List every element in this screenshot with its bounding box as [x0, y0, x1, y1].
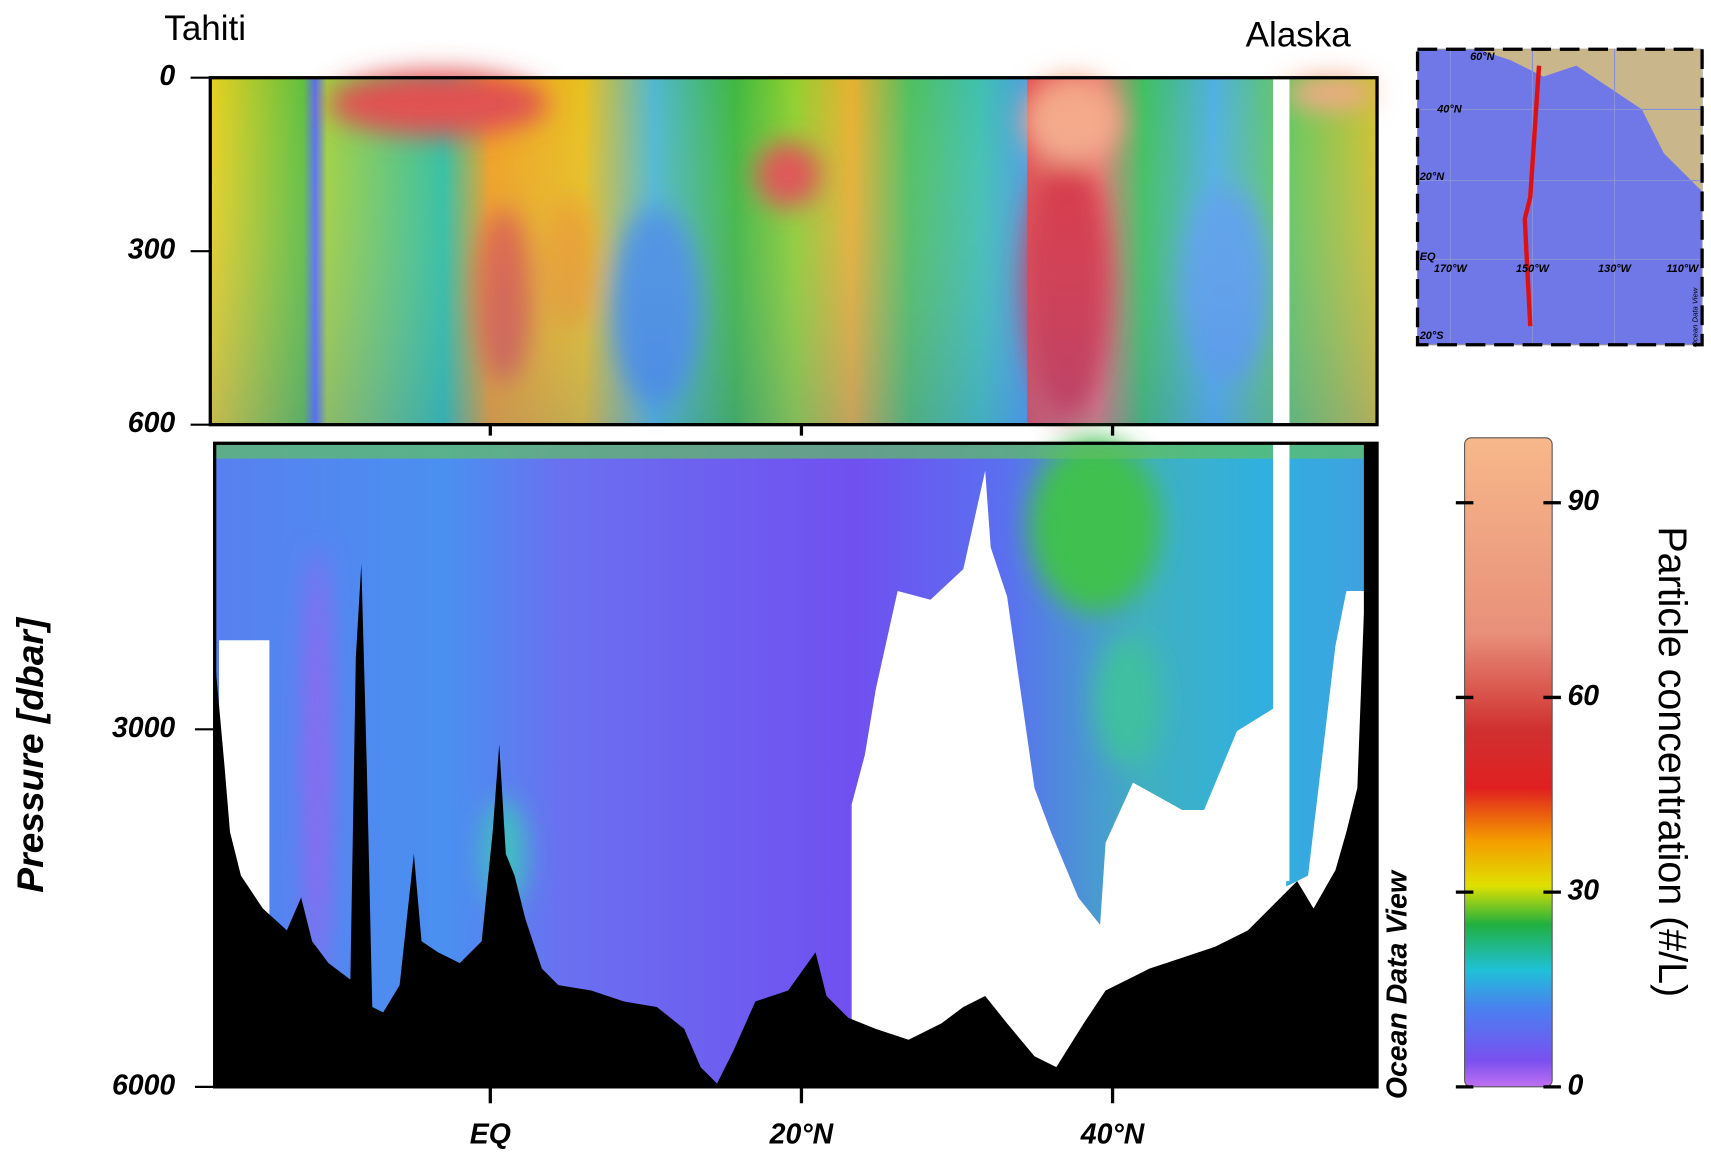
- colorbar: [1464, 437, 1553, 1088]
- right-label: Alaska: [1246, 15, 1352, 54]
- y-tick-label: 6000: [112, 1069, 175, 1101]
- cruise-track: [1522, 65, 1542, 327]
- inset-map: [1415, 47, 1704, 347]
- map-lon-label: 130°W: [1598, 263, 1633, 275]
- y-tick-label: 300: [128, 234, 176, 266]
- colorbar-tick-label: 30: [1567, 875, 1599, 907]
- y-tick-label: 600: [128, 407, 176, 439]
- lower-top: [214, 443, 1378, 459]
- y-tick-label: 3000: [112, 712, 175, 744]
- gap: [1273, 77, 1290, 425]
- x-tick-label: 20°N: [769, 1119, 835, 1151]
- colorbar-label: Particle concentration (#/L): [1650, 526, 1694, 997]
- bathymetry: [214, 443, 1378, 1087]
- colorbar-tick-label: 90: [1567, 485, 1599, 517]
- map-frame: [1415, 47, 1704, 347]
- upper-shade: [210, 77, 1378, 425]
- map-lat-label: EQ: [1420, 251, 1436, 263]
- no-data: [851, 470, 1364, 1087]
- y-tick-label: 0: [159, 60, 175, 92]
- colorbar-tick-label: 60: [1567, 680, 1599, 712]
- lower-patches: [306, 437, 1161, 986]
- map-lat-label: 20°N: [1419, 171, 1446, 183]
- gap: [1273, 443, 1290, 882]
- watermark: Ocean Data View: [1381, 869, 1413, 1099]
- map-lat-label: 60°N: [1470, 51, 1496, 63]
- map-lon-label: 170°W: [1434, 263, 1469, 275]
- map-land: [1477, 49, 1703, 192]
- map-lon-label: 150°W: [1516, 263, 1551, 275]
- x-tick-label: EQ: [470, 1119, 511, 1151]
- map-lat-label: 40°N: [1436, 103, 1463, 115]
- lower-frame: [213, 441, 1379, 1089]
- map-lat-label: 20°S: [1419, 330, 1445, 342]
- colorbar-tick-label: 0: [1567, 1069, 1583, 1101]
- y-axis-label: Pressure [dbar]: [9, 616, 51, 893]
- left-label: Tahiti: [164, 9, 246, 48]
- map-lon-label: 110°W: [1666, 263, 1700, 275]
- x-tick-label: 40°N: [1080, 1119, 1146, 1151]
- map-watermark: Ocean Data View: [1691, 287, 1700, 347]
